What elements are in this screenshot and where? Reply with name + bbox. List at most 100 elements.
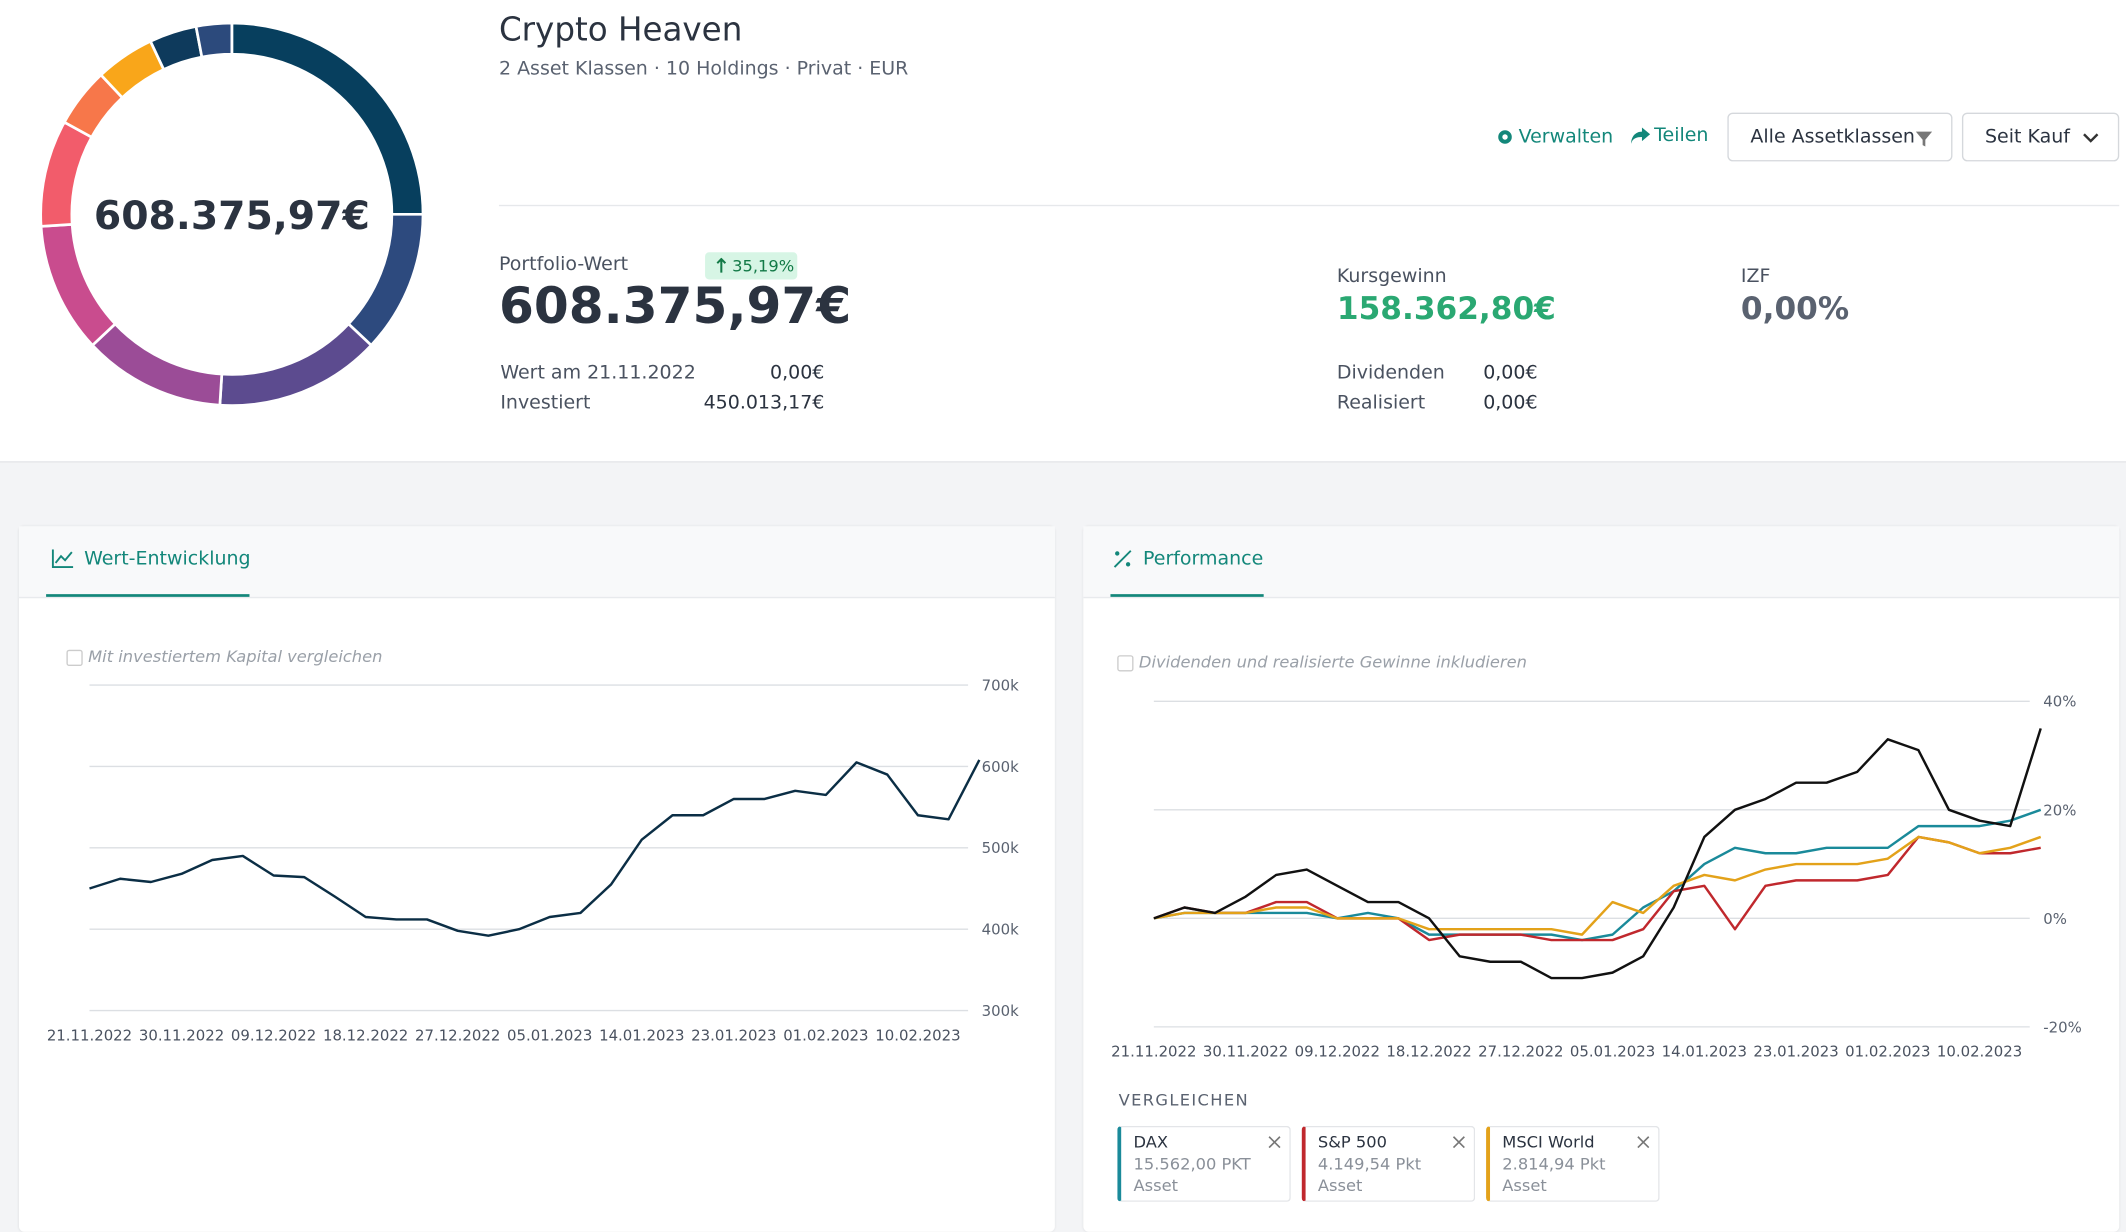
donut-segment: [39, 120, 94, 228]
period-label: Seit Kauf: [1984, 126, 2070, 148]
x-tick-label: 30.11.2022: [1203, 1043, 1288, 1061]
portfolio-value-label: Portfolio-Wert: [498, 253, 629, 276]
donut-center-label: 608.375,97€: [94, 194, 370, 239]
x-tick-label: 23.01.2023: [691, 1026, 776, 1044]
donut-segment: [90, 321, 224, 407]
row-value: 450.013,17€: [703, 392, 825, 414]
line-series: [1153, 728, 2042, 980]
portfolio-subtitle: 2 Asset Klassen · 10 Holdings · Privat ·…: [498, 58, 909, 81]
line-series: [1153, 835, 2041, 942]
row-value: 0,00€: [1483, 392, 1538, 414]
donut-segment: [194, 21, 234, 59]
share-icon: [1631, 127, 1651, 144]
x-tick-label: 09.12.2022: [1295, 1043, 1380, 1061]
period-select[interactable]: Seit Kauf: [1961, 112, 2120, 162]
compare-value: 15.562,00 PKT: [1133, 1154, 1251, 1174]
x-tick-label: 14.01.2023: [1662, 1043, 1747, 1061]
line-series: [1153, 835, 2042, 936]
row-label: Investiert: [500, 392, 591, 414]
row-label: Dividenden: [1336, 362, 1445, 384]
donut-segment: [230, 21, 425, 216]
portfolio-title: Crypto Heaven: [498, 10, 743, 49]
compare-name: S&P 500: [1317, 1132, 1387, 1152]
row-label: Wert am 21.11.2022: [500, 362, 696, 384]
chevron-icon: [2083, 133, 2099, 143]
y-tick-label: 700k: [982, 676, 1019, 694]
asset-class-filter[interactable]: Alle Assetklassen: [1727, 112, 1953, 162]
y-tick-label: 600k: [982, 758, 1019, 776]
row-value: 0,00€: [770, 362, 825, 384]
gain-badge: 35,19%: [705, 252, 798, 280]
compare-card: S&P 500 4.149,54 Pkt Asset: [1301, 1125, 1476, 1202]
donut-segment: [218, 321, 374, 407]
x-tick-label: 18.12.2022: [323, 1026, 408, 1044]
remove-icon[interactable]: [1268, 1135, 1282, 1149]
row-label: Realisiert: [1336, 392, 1426, 414]
share-button[interactable]: Teilen: [1654, 124, 1709, 147]
compare-card: DAX 15.562,00 PKT Asset: [1117, 1125, 1291, 1202]
compare-title: VERGLEICHEN: [1118, 1090, 1250, 1110]
x-tick-label: 10.02.2023: [875, 1026, 960, 1044]
tab[interactable]: Performance: [1142, 548, 1264, 570]
x-tick-label: 05.01.2023: [1570, 1043, 1655, 1061]
irr-value: 0,00%: [1740, 291, 1850, 327]
divider: [498, 204, 2120, 207]
x-tick-label: 27.12.2022: [1478, 1043, 1563, 1061]
row-value: 0,00€: [1483, 362, 1538, 384]
y-tick-label: 40%: [2043, 693, 2076, 711]
x-tick-label: 18.12.2022: [1386, 1043, 1471, 1061]
y-tick-label: 0%: [2043, 910, 2067, 928]
checkbox-label: Dividenden und realisierte Gewinne inklu…: [1138, 652, 1527, 672]
y-tick-label: 20%: [2043, 801, 2076, 819]
compare-card: MSCI World 2.814,94 Pkt Asset: [1486, 1125, 1660, 1202]
filter-label: Alle Assetklassen: [1750, 126, 1915, 148]
line-series: [1153, 808, 2042, 942]
x-tick-label: 10.02.2023: [1937, 1043, 2022, 1061]
compare-kind: Asset: [1502, 1176, 1547, 1196]
tab-underline: [1110, 594, 1264, 597]
percent-icon: [1113, 550, 1132, 568]
line-series: [89, 759, 981, 937]
up-arrow: [716, 257, 727, 273]
compare-name: MSCI World: [1502, 1132, 1595, 1152]
gain-badge-text: 35,19%: [732, 256, 795, 276]
x-tick-label: 21.11.2022: [47, 1026, 132, 1044]
card-header: [1083, 526, 2120, 599]
performance-card: Performance Dividenden und realisierte G…: [1083, 526, 2120, 1232]
donut-segment: [39, 222, 118, 348]
compare-name: DAX: [1133, 1132, 1169, 1152]
x-tick-label: 01.02.2023: [783, 1026, 868, 1044]
x-tick-label: 21.11.2022: [1111, 1043, 1196, 1061]
remove-icon[interactable]: [1637, 1135, 1651, 1149]
checkbox-label: Mit investiertem Kapital vergleichen: [88, 647, 383, 667]
x-tick-label: 05.01.2023: [507, 1026, 592, 1044]
tab[interactable]: Wert-Entwicklung: [84, 548, 251, 570]
x-tick-label: 09.12.2022: [231, 1026, 316, 1044]
compare-value: 2.814,94 Pkt: [1502, 1154, 1606, 1174]
x-tick-label: 27.12.2022: [415, 1026, 500, 1044]
compare-kind: Asset: [1317, 1176, 1363, 1196]
chart-icon: [51, 549, 74, 568]
tab-underline: [46, 594, 250, 597]
gear-icon: [1498, 130, 1512, 144]
compare-value: 4.149,54 Pkt: [1317, 1154, 1422, 1174]
funnel-icon: [1915, 131, 1933, 147]
price-gain-value: 158.362,80€: [1336, 291, 1556, 327]
manage-button[interactable]: Verwalten: [1518, 126, 1614, 148]
remove-icon[interactable]: [1452, 1135, 1466, 1149]
checkbox[interactable]: [1117, 655, 1134, 672]
compare-kind: Asset: [1133, 1176, 1178, 1196]
portfolio-value: 608.375,97€: [498, 276, 852, 336]
irr-label: IZF: [1740, 265, 1771, 288]
y-tick-label: 500k: [982, 839, 1019, 857]
checkbox[interactable]: [66, 649, 83, 667]
card-header: [18, 526, 1055, 599]
x-tick-label: 14.01.2023: [599, 1026, 684, 1044]
price-gain-label: Kursgewinn: [1336, 265, 1447, 288]
y-tick-label: 300k: [982, 1002, 1019, 1020]
y-tick-label: -20%: [2043, 1018, 2082, 1036]
y-tick-label: 400k: [982, 921, 1019, 939]
